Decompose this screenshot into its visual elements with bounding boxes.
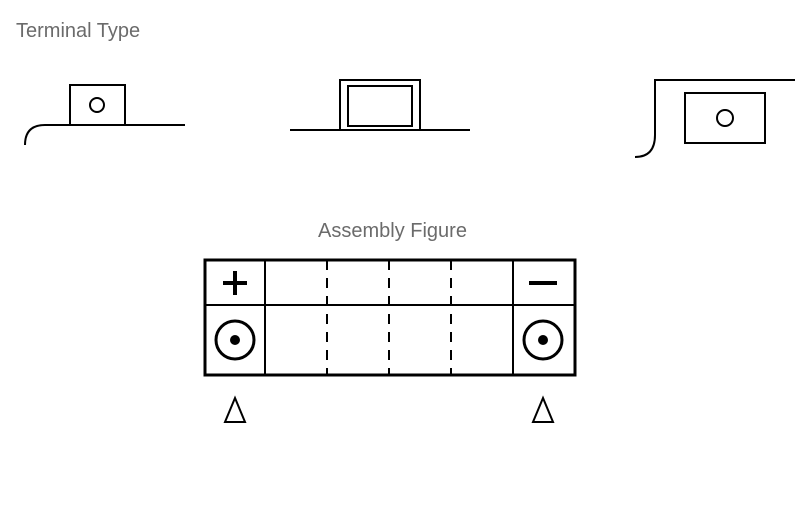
terminal-type-label: Terminal Type xyxy=(16,20,140,43)
terminal-post-double-rect-icon xyxy=(280,70,480,155)
terminal-side-flag-icon xyxy=(625,75,800,165)
assembly-figure-diagram xyxy=(195,250,595,460)
terminal-post-circle-icon xyxy=(15,70,195,155)
assembly-figure-label: Assembly Figure xyxy=(318,220,467,243)
